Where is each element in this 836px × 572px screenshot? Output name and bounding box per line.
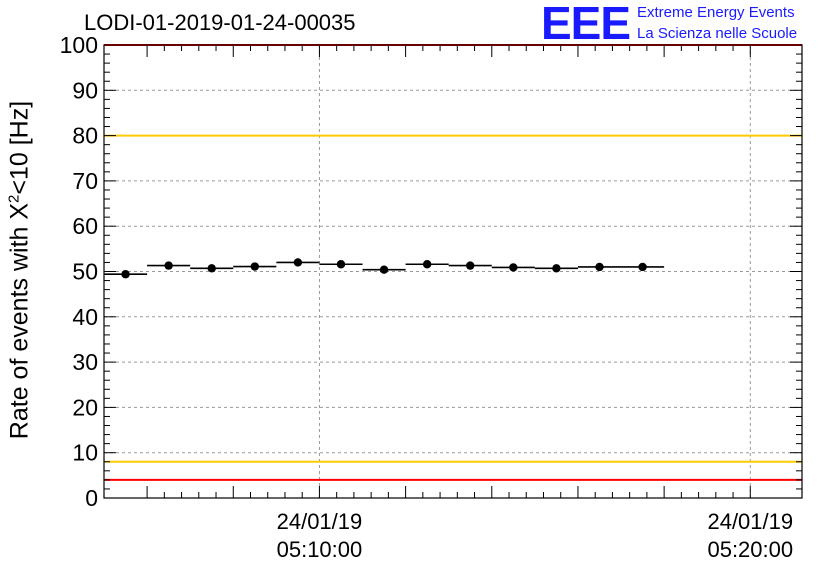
data-point bbox=[207, 264, 216, 273]
reference-lines bbox=[104, 44, 802, 481]
y-tick-label: 90 bbox=[72, 77, 98, 103]
logo-text-line2: La Scienza nelle Scuole bbox=[637, 25, 798, 42]
x-tick-label-time: 05:10:00 bbox=[277, 537, 363, 562]
data-point bbox=[164, 261, 173, 270]
data-point bbox=[509, 263, 518, 272]
y-tick-label: 10 bbox=[72, 440, 98, 466]
y-tick-label: 60 bbox=[72, 213, 98, 239]
data-point bbox=[422, 260, 432, 269]
eee-logo-letters: EEE bbox=[541, 0, 631, 49]
y-tick-label: 50 bbox=[72, 259, 98, 285]
data-point bbox=[336, 260, 346, 269]
logo-text-line1: Extreme Energy Events bbox=[637, 4, 795, 21]
data-point bbox=[638, 262, 647, 272]
y-tick-label: 40 bbox=[72, 304, 98, 330]
axis-ticks bbox=[104, 44, 802, 499]
data-point bbox=[379, 265, 389, 274]
data-point bbox=[466, 261, 475, 270]
tick-labels: 0 10 20 30 40 50 60 70 80 90 100 24/01/19 05:10:00 24… bbox=[60, 32, 793, 562]
y-tick-label: 100 bbox=[60, 32, 98, 58]
data-point bbox=[552, 264, 561, 273]
x-tick-label-time: 05:20:00 bbox=[707, 537, 793, 562]
y-tick-label: 80 bbox=[72, 123, 98, 149]
data-point bbox=[293, 258, 303, 267]
data-marks bbox=[104, 258, 665, 279]
y-tick-label: 0 bbox=[85, 485, 98, 511]
y-tick-label: 30 bbox=[72, 349, 98, 375]
y-tick-label: 70 bbox=[72, 168, 98, 194]
x-tick-label-date: 24/01/19 bbox=[277, 509, 363, 534]
data-point bbox=[121, 270, 130, 279]
y-tick-label: 20 bbox=[72, 394, 98, 420]
chart-title: LODI-01-2019-01-24-00035 bbox=[84, 10, 356, 35]
x-tick-label-date: 24/01/19 bbox=[707, 509, 793, 534]
data-point bbox=[250, 262, 260, 271]
data-point bbox=[595, 262, 604, 272]
grid-lines bbox=[104, 45, 802, 498]
